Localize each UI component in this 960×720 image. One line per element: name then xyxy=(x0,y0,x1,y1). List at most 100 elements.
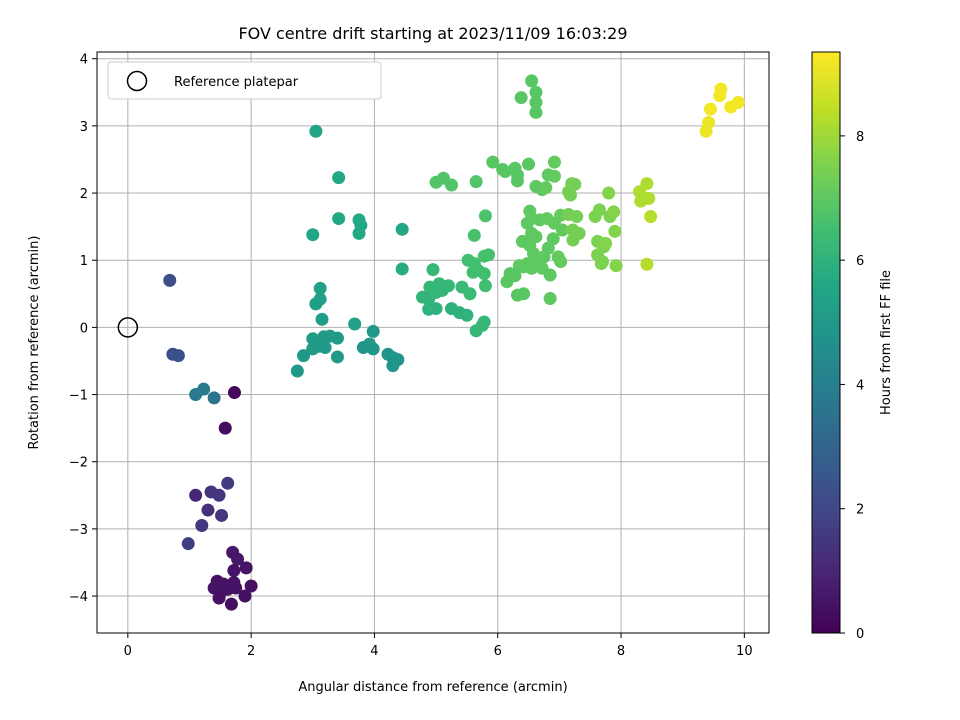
data-point xyxy=(332,212,346,226)
legend: Reference platepar xyxy=(107,61,382,100)
x-tick-label: 4 xyxy=(370,644,378,659)
data-point xyxy=(481,248,495,262)
data-point xyxy=(318,341,332,355)
data-point xyxy=(478,209,492,223)
data-point xyxy=(555,223,569,237)
data-point xyxy=(330,350,344,364)
data-point xyxy=(429,302,443,316)
data-point xyxy=(227,386,241,400)
data-point xyxy=(309,124,323,138)
data-point xyxy=(602,186,616,200)
data-point xyxy=(467,228,481,242)
data-point xyxy=(570,210,584,224)
y-tick-label: −1 xyxy=(69,389,88,404)
x-tick-label: 10 xyxy=(736,644,753,659)
legend-box xyxy=(107,61,382,100)
data-point xyxy=(227,564,241,578)
data-point xyxy=(498,165,512,179)
data-point xyxy=(640,177,654,191)
data-point xyxy=(463,287,477,301)
data-point xyxy=(546,232,560,246)
colorbar xyxy=(811,51,841,634)
data-point xyxy=(608,224,622,238)
data-point xyxy=(566,233,580,247)
data-point xyxy=(207,391,221,405)
data-point xyxy=(201,503,215,517)
x-tick-label: 2 xyxy=(247,644,255,659)
data-point xyxy=(640,257,654,271)
data-point xyxy=(306,228,320,242)
data-point xyxy=(547,169,561,183)
data-point xyxy=(466,265,480,279)
data-point xyxy=(224,597,238,611)
data-point xyxy=(547,155,561,169)
data-point xyxy=(478,279,492,293)
data-point xyxy=(212,488,226,502)
data-point xyxy=(189,488,203,502)
legend-marker xyxy=(126,70,148,92)
y-tick-label: 1 xyxy=(80,254,88,269)
data-point xyxy=(609,259,623,273)
data-point xyxy=(543,268,557,282)
reference-platepar-marker xyxy=(117,317,139,338)
data-point xyxy=(444,178,458,192)
data-point xyxy=(348,317,362,331)
data-point xyxy=(163,273,177,287)
data-point xyxy=(366,342,380,356)
data-point xyxy=(332,171,346,185)
data-point xyxy=(517,260,531,274)
data-point xyxy=(229,581,243,595)
colorbar-tick-label: 0 xyxy=(856,627,864,642)
data-point xyxy=(731,95,745,109)
chart-title: FOV centre drift starting at 2023/11/09 … xyxy=(238,24,627,43)
colorbar-tick-label: 2 xyxy=(856,503,864,518)
data-point xyxy=(460,308,474,322)
legend-label: Reference platepar xyxy=(174,75,299,90)
data-point xyxy=(486,155,500,169)
data-point xyxy=(644,210,658,224)
data-point xyxy=(592,203,606,217)
data-point xyxy=(703,102,717,116)
data-point xyxy=(517,287,531,301)
data-point xyxy=(520,216,534,230)
y-axis-ticks: −4 −3 −2 −1 0 1 2 3 4 xyxy=(69,53,97,605)
y-tick-label: 3 xyxy=(80,120,88,135)
data-point xyxy=(212,591,226,605)
y-tick-label: −4 xyxy=(69,590,88,605)
data-points xyxy=(163,74,745,611)
data-point xyxy=(395,262,409,276)
colorbar-label: Hours from first FF file xyxy=(879,270,894,415)
data-point xyxy=(543,292,557,306)
data-point xyxy=(181,537,195,551)
plot-frame xyxy=(96,51,770,634)
x-axis-label: Angular distance from reference (arcmin) xyxy=(298,680,567,695)
colorbar-tick-label: 6 xyxy=(856,254,864,269)
data-point xyxy=(510,174,524,188)
data-point xyxy=(642,191,656,205)
data-point xyxy=(231,552,245,566)
data-point xyxy=(563,188,577,202)
data-point xyxy=(197,382,211,396)
x-tick-label: 0 xyxy=(124,644,132,659)
data-point xyxy=(244,579,258,593)
data-point xyxy=(699,124,713,138)
data-point xyxy=(554,255,568,269)
data-point xyxy=(215,508,229,522)
data-point xyxy=(306,342,320,356)
data-point xyxy=(352,226,366,240)
data-point xyxy=(366,324,380,338)
grid-lines xyxy=(97,52,769,633)
data-point xyxy=(529,105,543,119)
data-point xyxy=(218,421,232,435)
data-point xyxy=(315,312,329,326)
y-tick-label: 0 xyxy=(80,321,88,336)
data-point xyxy=(508,269,522,283)
data-point xyxy=(469,175,483,189)
data-point xyxy=(469,324,483,338)
y-tick-label: 4 xyxy=(80,53,88,68)
data-point xyxy=(395,222,409,236)
data-point xyxy=(429,285,443,299)
data-point xyxy=(238,589,252,603)
colorbar-tick-label: 8 xyxy=(856,130,864,145)
